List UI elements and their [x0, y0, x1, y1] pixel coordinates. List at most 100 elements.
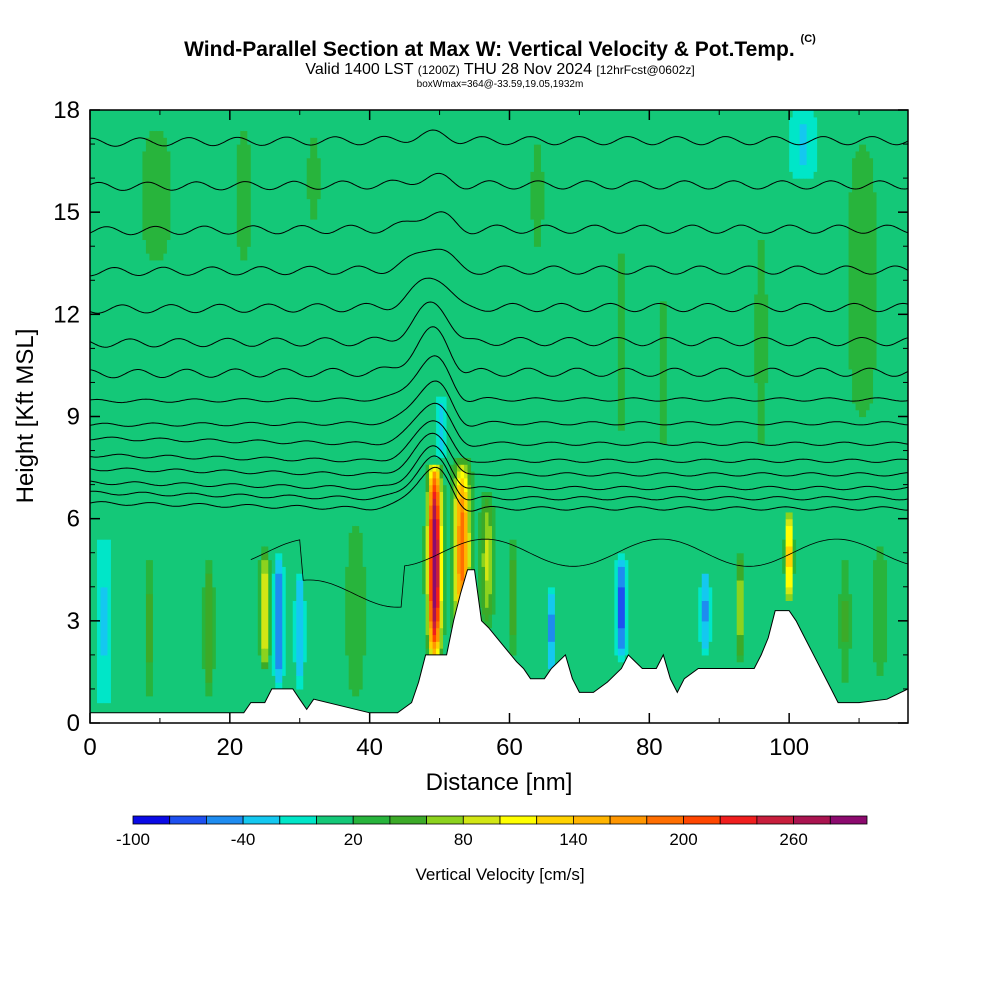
velocity-cell [296, 675, 301, 690]
velocity-cell [306, 110, 311, 159]
velocity-cell [268, 110, 273, 561]
velocity-cell [264, 573, 269, 649]
velocity-cell [890, 110, 895, 723]
velocity-cell [390, 110, 395, 723]
velocity-cell [107, 539, 112, 704]
velocity-cell [652, 110, 657, 723]
y-tick-label: 9 [67, 404, 80, 431]
velocity-cell [621, 586, 626, 629]
velocity-cell [761, 443, 766, 723]
velocity-cell [114, 110, 119, 723]
velocity-cell [261, 668, 266, 723]
velocity-cell [785, 518, 790, 527]
velocity-cell [873, 110, 878, 193]
colorbar-swatch [756, 815, 795, 825]
velocity-cell [275, 552, 280, 561]
colorbar-swatch [205, 815, 244, 825]
velocity-cell [614, 110, 619, 561]
velocity-cell [845, 110, 850, 561]
velocity-cell [516, 110, 521, 723]
colorbar-swatch [316, 815, 354, 825]
velocity-cell [509, 559, 514, 636]
velocity-cell [170, 110, 175, 723]
velocity-cell [593, 110, 598, 723]
velocity-cell [404, 110, 409, 723]
velocity-cell [348, 110, 353, 533]
velocity-cell [359, 110, 364, 533]
velocity-cell [247, 246, 252, 723]
velocity-cell [512, 539, 518, 561]
velocity-cell [264, 110, 269, 547]
velocity-cell [663, 300, 668, 445]
velocity-cell [453, 457, 458, 465]
velocity-cell [799, 110, 804, 125]
velocity-cell [771, 110, 776, 723]
colorbar-swatch [242, 815, 281, 825]
velocity-cell [841, 110, 846, 561]
velocity-cell [761, 239, 766, 445]
velocity-cell [264, 668, 269, 723]
velocity-cell [145, 253, 151, 561]
velocity-cell [275, 110, 280, 554]
y-tick-label: 3 [67, 608, 80, 635]
velocity-cell [149, 695, 154, 723]
velocity-cell [310, 218, 315, 723]
velocity-cell [621, 552, 626, 561]
velocity-cell [100, 539, 105, 588]
velocity-cell [792, 539, 797, 574]
velocity-cell [848, 191, 853, 370]
velocity-cell [785, 110, 790, 513]
velocity-cell [859, 110, 864, 145]
velocity-cell [492, 505, 497, 615]
velocity-cell [436, 518, 441, 540]
velocity-cell [422, 110, 427, 527]
velocity-cell [537, 246, 542, 723]
velocity-cell [789, 525, 794, 547]
colorbar-tick-label: -40 [231, 830, 256, 849]
velocity-cell [537, 144, 542, 247]
velocity-cell [429, 627, 434, 642]
velocity-cell [103, 654, 109, 704]
velocity-cell [352, 110, 357, 527]
velocity-cell [331, 110, 336, 723]
copyright-mark: (C) [800, 33, 816, 45]
colorbar-swatch [646, 815, 684, 825]
velocity-cell [880, 545, 885, 676]
velocity-cell [429, 641, 434, 649]
velocity-cell [806, 178, 811, 723]
velocity-cell [547, 110, 553, 588]
velocity-cell [460, 464, 465, 472]
velocity-cell [345, 566, 350, 656]
velocity-cell [243, 130, 248, 261]
velocity-cell [471, 470, 476, 622]
velocity-cell [282, 566, 287, 676]
velocity-cell [317, 157, 322, 200]
x-tick-label: 80 [636, 734, 663, 761]
velocity-cell [198, 110, 203, 723]
velocity-cell [537, 110, 542, 145]
velocity-cell [551, 110, 556, 588]
velocity-cell [264, 545, 269, 554]
velocity-cell [208, 695, 213, 723]
velocity-cell [425, 634, 430, 649]
velocity-cell [740, 110, 745, 554]
velocity-cell [233, 110, 238, 723]
velocity-cell [488, 593, 493, 615]
velocity-cell [862, 144, 867, 418]
velocity-cell [152, 130, 158, 261]
theta-contour [90, 326, 908, 379]
velocity-cell [488, 525, 493, 595]
velocity-cell [694, 110, 699, 723]
velocity-cell [614, 559, 619, 656]
velocity-cell [299, 579, 304, 676]
velocity-cell [100, 654, 105, 704]
velocity-cell [740, 634, 745, 656]
velocity-cell [526, 110, 532, 723]
velocity-cell [481, 110, 486, 493]
velocity-cell [747, 110, 752, 723]
velocity-cell [810, 178, 815, 723]
velocity-cell [736, 634, 741, 656]
velocity-cell [401, 110, 406, 723]
velocity-cell [736, 579, 741, 636]
velocity-cell [436, 396, 441, 458]
